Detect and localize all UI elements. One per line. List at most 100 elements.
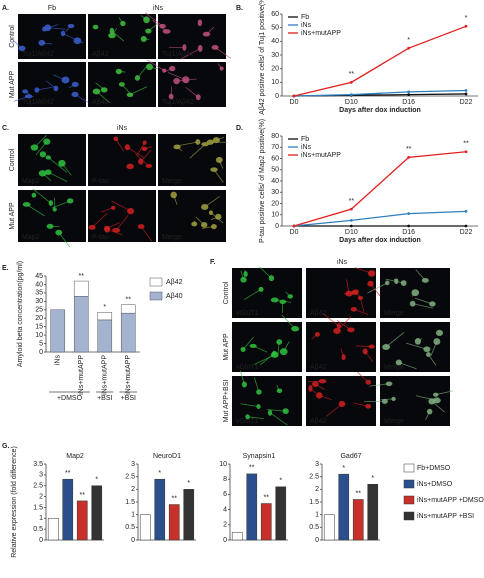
- micrograph-label: Map2: [22, 178, 40, 185]
- cell-body: [414, 338, 422, 345]
- point: [464, 209, 468, 213]
- cell-body: [367, 280, 374, 287]
- cell-body: [169, 65, 176, 72]
- legend-label: Aβ42: [166, 279, 183, 286]
- neurite: [412, 303, 433, 309]
- neurite: [322, 313, 340, 327]
- cell-body: [173, 144, 181, 150]
- significance: **: [126, 297, 132, 304]
- cell-body: [55, 229, 63, 236]
- y-tick-label: 10: [35, 332, 43, 339]
- y-tick-label: 2: [223, 522, 227, 529]
- y-tick-label: 0: [275, 93, 279, 100]
- cell-body: [308, 384, 313, 392]
- bar: [231, 532, 243, 541]
- legend-label: Aβ40: [166, 293, 183, 300]
- point: [407, 224, 411, 228]
- cell-body: [44, 24, 52, 32]
- series-line: [293, 210, 467, 227]
- y-tick-label: 2.5: [309, 474, 319, 481]
- point: [464, 150, 468, 154]
- cell-body: [212, 137, 220, 144]
- neurite: [380, 398, 394, 401]
- column-header: iNs: [153, 5, 164, 12]
- cell-body: [113, 136, 119, 142]
- neurite: [185, 87, 199, 98]
- legend-swatch: [403, 463, 415, 473]
- cell-body: [142, 140, 147, 145]
- cell-body: [146, 63, 153, 71]
- cell-body: [201, 142, 210, 147]
- micrograph-label: Merge: [384, 418, 404, 425]
- y-tick-label: 20: [271, 200, 279, 207]
- y-tick-label: 10: [219, 461, 227, 468]
- significance: *: [279, 478, 282, 485]
- y-tick-label: 2: [131, 486, 135, 493]
- neurite: [48, 157, 68, 173]
- cell-body: [243, 271, 248, 277]
- cell-body: [338, 400, 346, 407]
- series-line: [293, 151, 467, 227]
- neurite: [241, 403, 259, 407]
- cell-body: [382, 343, 390, 350]
- bar-segment: [73, 280, 89, 297]
- cell-body: [109, 27, 115, 35]
- micrograph: [158, 14, 226, 59]
- cell-body: [279, 348, 288, 356]
- point: [407, 212, 411, 216]
- neurite: [242, 336, 254, 350]
- cell-body: [45, 155, 51, 160]
- y-tick-label: 70: [271, 144, 279, 151]
- neurite: [243, 289, 262, 300]
- cell-body: [100, 87, 108, 93]
- bar: [352, 499, 364, 541]
- micrograph-label: Tuj1/Aβ42: [22, 99, 54, 106]
- legend-swatch: [403, 479, 415, 489]
- significance: *: [95, 477, 98, 484]
- point: [349, 80, 353, 84]
- cell-body: [43, 138, 51, 145]
- y-tick-label: 1.5: [309, 499, 319, 506]
- bar: [76, 500, 88, 541]
- point: [292, 94, 296, 98]
- y-tick-label: 30: [271, 189, 279, 196]
- significance: *: [465, 15, 468, 22]
- cell-body: [200, 222, 208, 228]
- y-tick-label: 2: [39, 493, 43, 500]
- x-tick-label: D22: [460, 99, 473, 106]
- neurite: [385, 278, 404, 284]
- legend-label: Fb+DMSO: [417, 465, 451, 472]
- y-tick-label: 60: [271, 155, 279, 162]
- y-tick-label: 3: [131, 461, 135, 468]
- legend-swatch: [149, 277, 163, 287]
- y-axis-label: Aβ42 positive cells/ of Tuj1 positive(%): [259, 0, 266, 115]
- y-axis-label: Amyloid beta concentration(pg/ml): [17, 261, 24, 367]
- significance: **: [80, 492, 86, 499]
- y-tick-label: 30: [35, 298, 43, 305]
- x-tick-label: iNs+mutAPP: [102, 355, 109, 395]
- x-tick-label: D22: [460, 229, 473, 236]
- y-tick-label: 10: [271, 212, 279, 219]
- cell-body: [191, 221, 198, 227]
- micrograph-label: Aβ42: [310, 310, 327, 317]
- legend-swatch: [403, 511, 415, 521]
- cell-body: [211, 223, 217, 230]
- panel-letter: G.: [2, 443, 9, 450]
- bar-segment: [120, 312, 136, 353]
- cell-body: [270, 297, 279, 303]
- x-tick-label: iNs+mutAPP: [125, 355, 132, 395]
- cell-body: [240, 346, 246, 353]
- y-tick-label: 45: [35, 273, 43, 280]
- cell-body: [31, 192, 37, 198]
- y-tick-label: 2.5: [33, 483, 43, 490]
- cell-body: [88, 224, 96, 230]
- cell-body: [341, 354, 346, 361]
- cell-body: [268, 275, 275, 282]
- neurite: [136, 142, 145, 156]
- cell-body: [48, 200, 54, 207]
- micrograph-label: Merge: [162, 234, 182, 241]
- micrograph-label: P-tau: [92, 178, 109, 185]
- y-axis-label: P-tau positive cells/ of Map2 positive(%…: [259, 119, 266, 243]
- legend-label: iNs+mutAPP: [301, 30, 341, 37]
- legend-label: iNs+mutAPP: [301, 152, 341, 159]
